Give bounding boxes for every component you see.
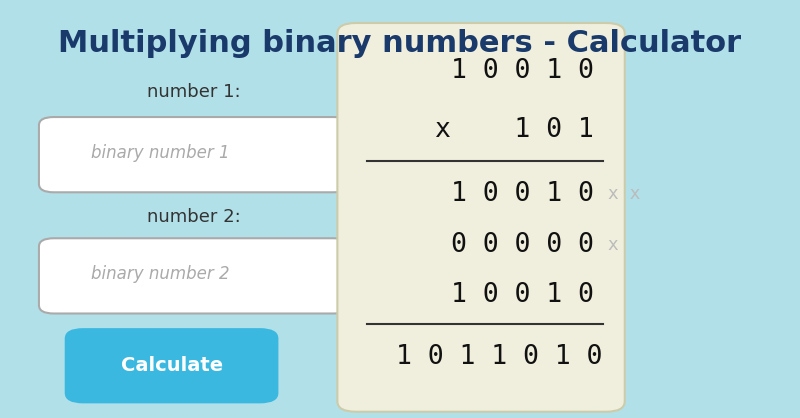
Text: 1 0 0 1 0: 1 0 0 1 0 [451,58,594,84]
Text: number 2:: number 2: [147,208,241,227]
Text: x    1 0 1: x 1 0 1 [435,117,594,143]
Text: Multiplying binary numbers - Calculator: Multiplying binary numbers - Calculator [58,29,742,58]
Text: number 1:: number 1: [147,83,241,101]
Text: 1 0 0 1 0: 1 0 0 1 0 [451,282,594,308]
Text: 1 0 0 1 0: 1 0 0 1 0 [451,181,594,207]
Text: x x: x x [598,185,641,204]
Text: binary number 1: binary number 1 [90,143,229,162]
Text: Calculate: Calculate [121,356,222,375]
Text: binary number 2: binary number 2 [90,265,229,283]
Text: 0 0 0 0 0: 0 0 0 0 0 [451,232,594,257]
FancyBboxPatch shape [39,117,349,192]
FancyBboxPatch shape [39,238,349,314]
Text: 1 0 1 1 0 1 0: 1 0 1 1 0 1 0 [396,344,602,370]
FancyBboxPatch shape [338,23,625,412]
Text: x: x [598,235,619,254]
FancyBboxPatch shape [65,328,278,403]
